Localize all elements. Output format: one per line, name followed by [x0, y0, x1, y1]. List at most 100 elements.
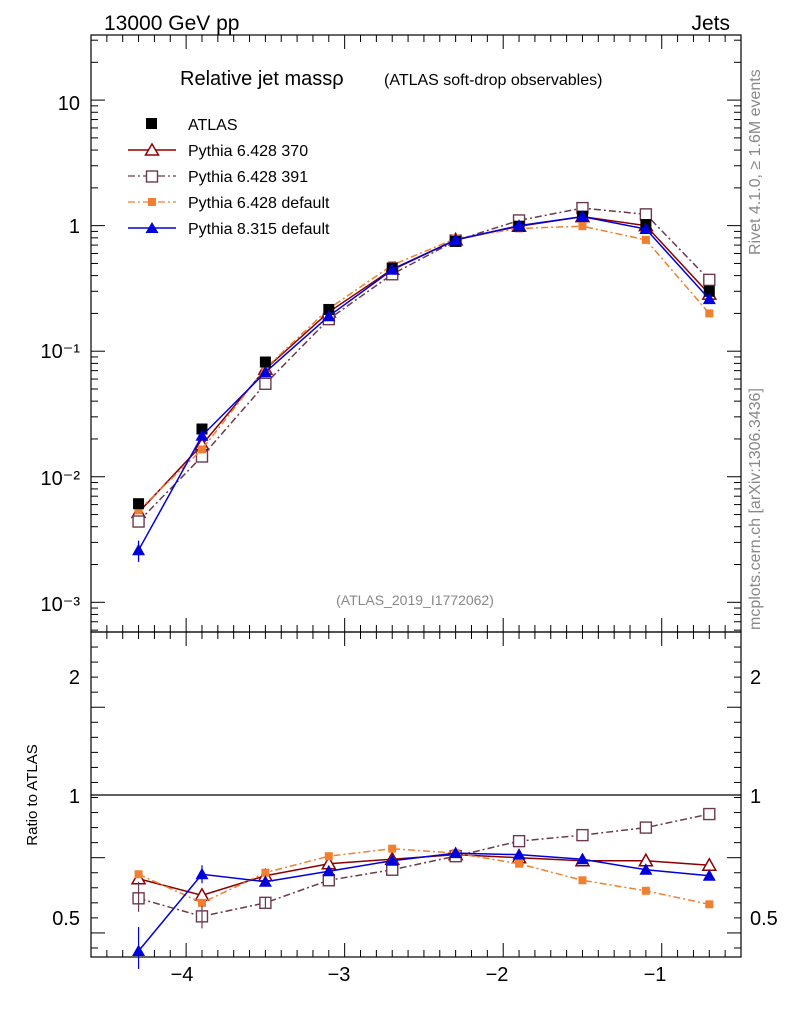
legend-label-pythia8-default: Pythia 8.315 default	[188, 221, 330, 238]
data-point-pythia-6-428-391	[703, 273, 716, 287]
legend-marker-pythia6-370	[144, 142, 160, 156]
data-point-pythia-6-428-default	[197, 445, 206, 454]
ratio-y-tick-label-1-right: 1	[750, 786, 761, 808]
ratio-point-pythia-6-428-default	[134, 870, 143, 879]
data-point-pythia-6-428-391	[132, 515, 145, 528]
series-line-pythia-6-428-391	[138, 207, 710, 523]
ratio-point-pythia-6-428-391	[639, 821, 653, 834]
legend-label-atlas: ATLAS	[188, 117, 238, 134]
ratio-point-pythia-6-428-default	[705, 900, 714, 909]
ratio-point-pythia-6-428-391	[576, 828, 589, 842]
category-label: Jets	[691, 12, 730, 35]
legend-label-pythia6-370: Pythia 6.428 370	[188, 143, 308, 160]
ratio-y-tick-label-1-left: 1	[69, 786, 80, 808]
y-tick-label-1e-3: 10⁻³	[41, 594, 81, 616]
ratio-series-pythia-8-315-default	[132, 846, 716, 956]
ratio-y-axis-label: Ratio to ATLAS	[24, 744, 41, 845]
data-point-pythia-8-315-default	[512, 219, 526, 231]
y-tick-label-1e-1: 10⁻¹	[41, 341, 81, 363]
legend-marker-atlas	[146, 118, 157, 129]
data-point-pythia-6-428-default	[578, 222, 587, 231]
ratio-point-pythia-8-315-default	[322, 864, 336, 877]
x-tick-label-minus4: −4	[171, 964, 194, 986]
series-pythia-6-428-391	[132, 201, 716, 528]
data-point-pythia-6-428-default	[705, 309, 714, 318]
ratio-point-pythia-8-315-default	[512, 848, 526, 860]
main-series-layer	[130, 201, 718, 562]
ratio-point-pythia-8-315-default	[385, 854, 399, 866]
legend-marker-pythia6-391	[145, 170, 159, 183]
data-point-atlas	[196, 423, 208, 435]
y-tick-label-1e-2: 10⁻²	[41, 468, 81, 490]
series-pythia-8-315-default	[132, 210, 716, 556]
ratio-y-tick-label-2-left: 2	[69, 667, 80, 689]
ratio-line-pythia-8-315-default	[137, 852, 710, 952]
legend-marker-pythia8-default	[145, 222, 159, 233]
series-line-pythia-6-428-default	[138, 225, 710, 511]
energy-label: 13000 GeV pp	[104, 12, 239, 35]
data-point-pythia-8-315-default	[639, 222, 653, 235]
chart-title: Relative jet massρ	[180, 68, 344, 90]
data-point-pythia-6-428-391	[639, 208, 653, 221]
ratio-y-tick-label-2-right: 2	[750, 667, 761, 689]
rivet-version-label: Rivet 4.1.0, ≥ 1.6M events	[747, 69, 764, 255]
legend-label-pythia6-391: Pythia 6.428 391	[188, 169, 308, 186]
data-point-atlas	[703, 285, 715, 297]
data-point-atlas	[133, 498, 145, 510]
source-label: mcplots.cern.ch [arXiv:1306.3436]	[747, 388, 764, 630]
legend-label-pythia6-default: Pythia 6.428 default	[188, 195, 330, 212]
ratio-point-pythia-8-315-default	[639, 863, 653, 875]
legend-entry-pythia6-default: Pythia 6.428 default	[128, 195, 330, 212]
ratio-y-tick-labels: 2 1 0.5 2 1 0.5	[52, 667, 778, 930]
data-point-pythia-8-315-default	[322, 309, 336, 322]
data-point-pythia-8-315-default	[195, 429, 209, 441]
y-tick-label-10: 10	[58, 93, 80, 115]
ratio-line-pythia-6-428-370	[138, 853, 710, 897]
data-point-pythia-6-428-default	[641, 235, 650, 244]
ratio-point-pythia-6-428-default	[641, 886, 650, 895]
legend-entry-pythia6-370: Pythia 6.428 370	[128, 142, 308, 160]
ratio-point-pythia-6-428-default	[515, 859, 524, 868]
ratio-axis-ticks	[91, 632, 742, 957]
ratio-y-tick-label-0.5-left: 0.5	[52, 908, 80, 930]
data-point-atlas	[259, 356, 271, 368]
ratio-point-pythia-6-428-391	[386, 863, 399, 876]
series-line-pythia-8-315-default	[137, 215, 710, 551]
ratio-point-pythia-6-428-default	[578, 876, 587, 885]
ratio-point-pythia-6-428-default	[388, 844, 397, 853]
x-tick-labels: −4 −3 −2 −1	[171, 964, 667, 986]
main-y-tick-labels: 10⁻³ 10⁻² 10⁻¹ 1 10	[41, 93, 81, 616]
ratio-series-pythia-6-428-default	[134, 844, 714, 909]
legend-entry-atlas: ATLAS	[146, 117, 238, 134]
legend-entry-pythia6-391: Pythia 6.428 391	[128, 169, 308, 186]
ratio-point-pythia-6-428-default	[324, 852, 333, 861]
ratio-series-pythia-6-428-370	[130, 846, 718, 902]
ratio-series-pythia-6-428-391	[132, 807, 716, 923]
x-tick-label-minus3: −3	[328, 964, 351, 986]
main-axis-ticks	[91, 35, 742, 632]
data-point-pythia-8-315-default	[449, 233, 463, 245]
series-line-pythia-6-428-370	[138, 215, 710, 513]
ratio-series-layer	[130, 807, 718, 970]
legend-marker-pythia6-default	[148, 198, 156, 206]
data-point-atlas	[323, 303, 335, 315]
ratio-point-pythia-8-315-default	[258, 875, 272, 887]
ratio-point-pythia-6-428-default	[197, 898, 206, 907]
ratio-line-pythia-6-428-default	[138, 847, 710, 906]
ratio-line-pythia-6-428-391	[138, 813, 710, 918]
data-point-pythia-8-315-default	[385, 263, 399, 275]
legend: ATLAS Pythia 6.428 370 Pythia 6.428 391 …	[128, 117, 330, 238]
ratio-point-pythia-6-428-391	[703, 807, 716, 821]
series-pythia-6-428-default	[134, 222, 714, 515]
x-tick-label-minus2: −2	[486, 964, 509, 986]
data-point-pythia-8-315-default	[575, 210, 589, 222]
ratio-point-pythia-6-428-391	[512, 834, 526, 848]
ratio-point-pythia-6-428-391	[322, 874, 336, 887]
ratio-point-pythia-8-315-default	[449, 846, 463, 859]
legend-entry-pythia8-default: Pythia 8.315 default	[128, 221, 330, 238]
ratio-point-pythia-6-428-default	[261, 868, 270, 877]
ratio-point-pythia-8-315-default	[575, 852, 589, 865]
y-tick-label-1: 1	[69, 216, 80, 238]
chart-subtitle: (ATLAS soft-drop observables)	[384, 72, 602, 89]
data-point-pythia-6-428-391	[259, 377, 272, 390]
